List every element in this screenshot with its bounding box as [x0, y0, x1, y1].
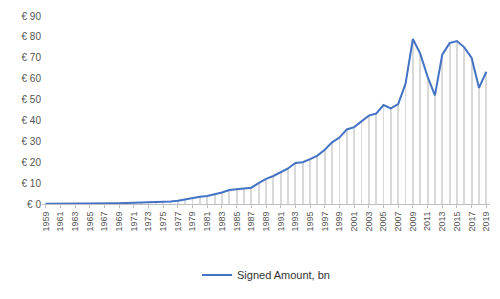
- svg-text:1967: 1967: [99, 212, 109, 232]
- svg-text:2009: 2009: [408, 212, 418, 232]
- svg-text:€ 80: € 80: [22, 31, 42, 42]
- svg-text:1985: 1985: [232, 212, 242, 232]
- svg-text:€ 10: € 10: [22, 178, 42, 189]
- svg-text:€ 70: € 70: [22, 52, 42, 63]
- svg-text:€ 50: € 50: [22, 94, 42, 105]
- svg-text:2019: 2019: [481, 212, 491, 232]
- svg-text:2011: 2011: [422, 212, 432, 231]
- svg-text:2013: 2013: [437, 212, 447, 232]
- svg-text:1969: 1969: [114, 212, 124, 232]
- svg-text:1965: 1965: [85, 212, 95, 232]
- svg-text:2015: 2015: [452, 212, 462, 232]
- svg-text:€ 40: € 40: [22, 115, 42, 126]
- svg-text:1973: 1973: [143, 212, 153, 232]
- svg-text:1959: 1959: [41, 212, 51, 232]
- svg-text:1999: 1999: [334, 212, 344, 232]
- svg-text:2005: 2005: [378, 212, 388, 232]
- svg-text:1997: 1997: [320, 212, 330, 232]
- svg-text:1971: 1971: [129, 212, 139, 232]
- svg-text:2003: 2003: [364, 212, 374, 232]
- svg-text:1983: 1983: [217, 212, 227, 232]
- svg-text:1995: 1995: [305, 212, 315, 232]
- svg-text:1993: 1993: [290, 212, 300, 232]
- svg-text:2017: 2017: [467, 212, 477, 232]
- svg-text:€ 0: € 0: [27, 199, 41, 210]
- svg-text:1991: 1991: [276, 212, 286, 232]
- svg-text:€ 60: € 60: [22, 73, 42, 84]
- svg-text:€ 30: € 30: [22, 136, 42, 147]
- svg-text:2001: 2001: [349, 212, 359, 232]
- svg-text:1987: 1987: [246, 212, 256, 232]
- svg-text:1977: 1977: [173, 212, 183, 232]
- svg-text:Signed Amount, bn: Signed Amount, bn: [237, 269, 330, 281]
- svg-text:1963: 1963: [70, 212, 80, 232]
- svg-text:€ 90: € 90: [22, 11, 42, 22]
- svg-text:1975: 1975: [158, 212, 168, 232]
- svg-text:1979: 1979: [187, 212, 197, 232]
- svg-text:1981: 1981: [202, 212, 212, 232]
- svg-text:1961: 1961: [55, 212, 65, 232]
- svg-text:€ 20: € 20: [22, 157, 42, 168]
- svg-text:2007: 2007: [393, 212, 403, 232]
- svg-text:1989: 1989: [261, 212, 271, 232]
